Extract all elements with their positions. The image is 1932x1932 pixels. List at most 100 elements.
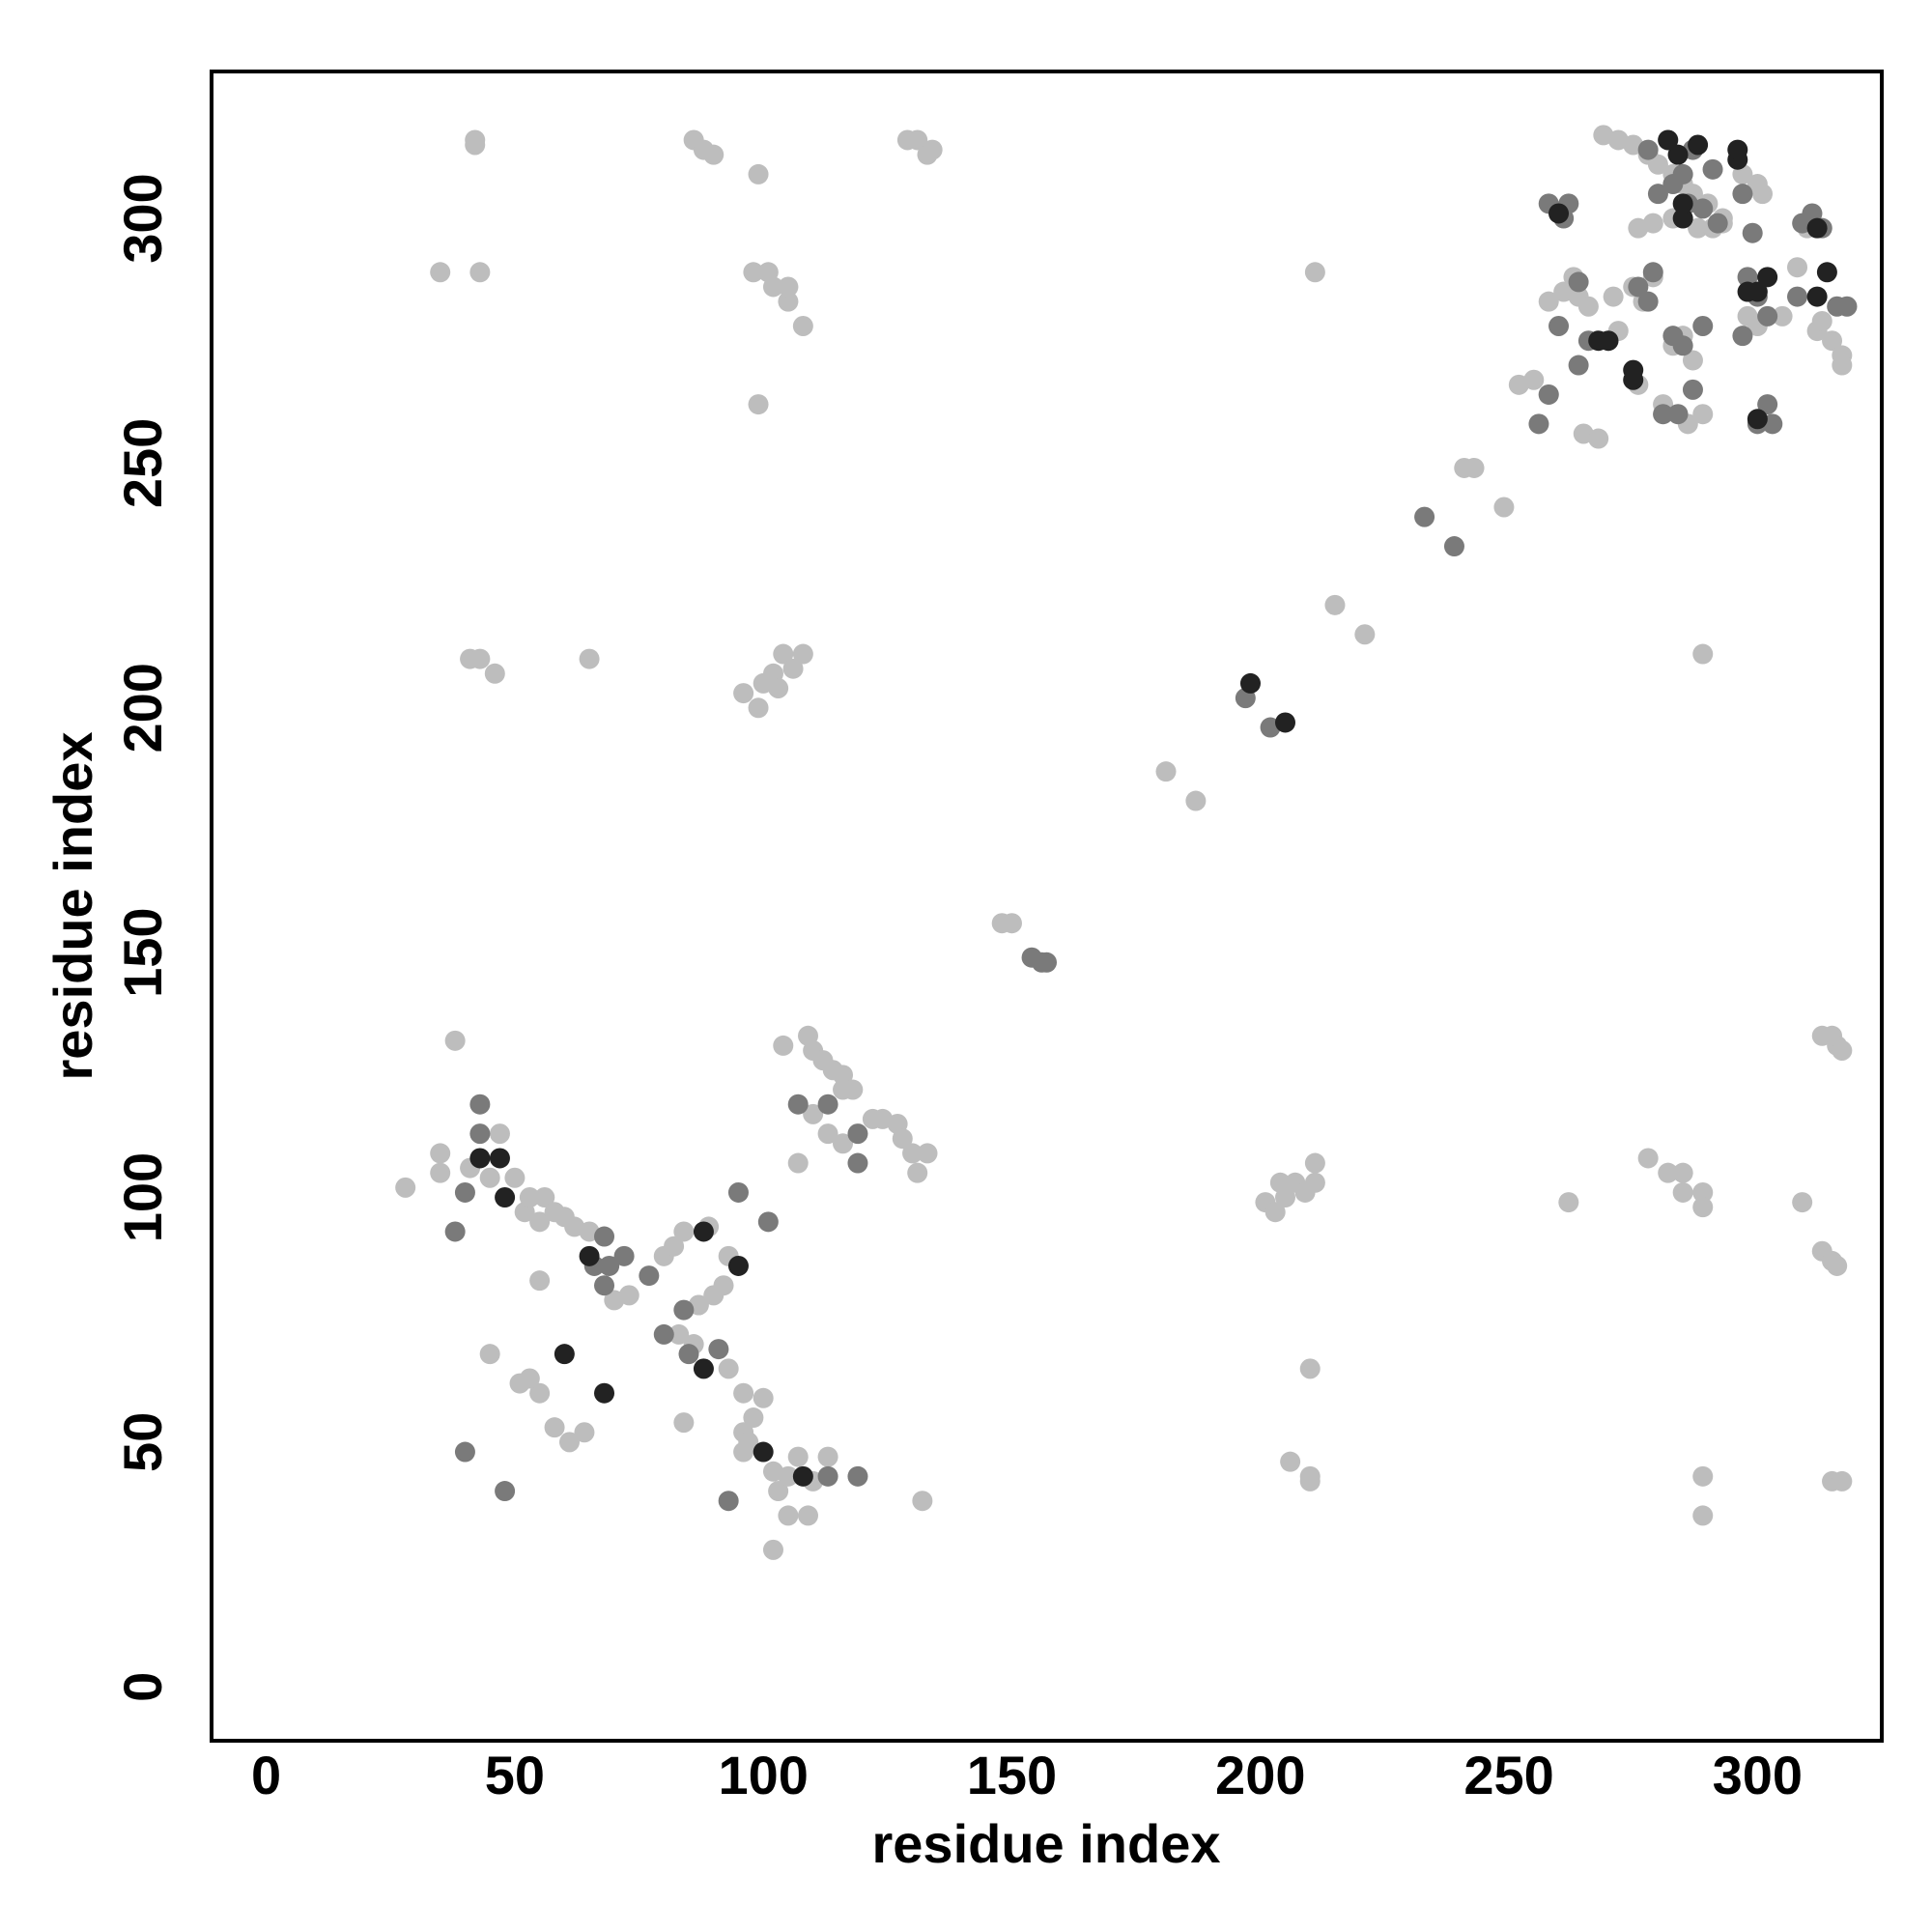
point <box>743 262 764 283</box>
point <box>579 1245 600 1266</box>
point <box>733 1382 754 1404</box>
point <box>1628 276 1649 298</box>
point <box>1757 394 1778 415</box>
point <box>534 1187 555 1208</box>
y-tick-label: 300 <box>112 173 173 263</box>
point <box>1836 296 1858 317</box>
point <box>544 1417 565 1438</box>
y-tick-label: 100 <box>112 1152 173 1242</box>
point <box>664 1236 685 1257</box>
point <box>753 1441 774 1463</box>
point <box>1185 790 1207 811</box>
x-tick-label: 200 <box>1215 1745 1305 1805</box>
point <box>708 1339 729 1360</box>
point <box>454 1441 475 1463</box>
point <box>559 1432 580 1453</box>
point <box>1653 404 1674 425</box>
point <box>902 1143 923 1164</box>
point <box>922 139 943 160</box>
point <box>1672 208 1693 229</box>
point <box>395 1177 416 1198</box>
point <box>1787 286 1808 307</box>
point <box>1264 1202 1286 1223</box>
point <box>1692 1197 1714 1218</box>
point <box>1832 1039 1853 1061</box>
point <box>847 1152 868 1174</box>
point <box>1275 712 1295 733</box>
point <box>1747 281 1768 302</box>
point <box>1688 134 1709 156</box>
point <box>847 1465 868 1487</box>
point <box>1588 428 1609 449</box>
point <box>1280 1451 1301 1472</box>
x-tick-label: 150 <box>967 1745 1057 1805</box>
point <box>469 262 491 283</box>
point <box>430 1162 451 1183</box>
point <box>748 163 769 185</box>
point <box>1667 144 1689 165</box>
point <box>1672 335 1693 356</box>
point <box>787 1094 809 1115</box>
point <box>1692 643 1714 665</box>
point <box>1682 350 1703 371</box>
point <box>1637 1148 1659 1169</box>
point <box>773 643 794 665</box>
point <box>892 1128 913 1150</box>
point <box>1637 139 1659 160</box>
point <box>787 1152 809 1174</box>
point <box>757 1211 779 1233</box>
point <box>1692 404 1714 425</box>
point <box>1732 326 1753 347</box>
point <box>1672 193 1693 214</box>
point <box>504 1167 526 1188</box>
point <box>1603 286 1624 307</box>
point <box>594 1226 615 1247</box>
point <box>1538 384 1559 405</box>
point <box>917 1143 938 1164</box>
point <box>1692 1181 1714 1203</box>
point <box>1269 1172 1291 1193</box>
point <box>1692 198 1714 219</box>
point <box>1642 262 1663 283</box>
point <box>1702 158 1723 180</box>
point <box>1727 139 1748 160</box>
y-axis-title: residue index <box>43 731 103 1080</box>
point <box>907 129 928 151</box>
point <box>594 1275 615 1296</box>
point <box>1528 413 1549 435</box>
point <box>1493 497 1515 518</box>
point <box>1299 1470 1321 1492</box>
point <box>1672 1181 1693 1203</box>
point <box>1757 305 1778 327</box>
point <box>489 1123 510 1145</box>
point <box>778 291 799 312</box>
y-tick-label: 50 <box>112 1412 173 1472</box>
point <box>907 1162 928 1183</box>
point <box>833 1133 854 1154</box>
point <box>479 1167 500 1188</box>
point <box>817 1446 838 1467</box>
point <box>727 1255 749 1276</box>
point <box>833 1079 854 1100</box>
point <box>733 1441 754 1463</box>
point <box>1692 316 1714 337</box>
point <box>1155 761 1177 782</box>
point <box>862 1108 883 1129</box>
point <box>673 1412 695 1434</box>
point <box>1832 1470 1853 1492</box>
point <box>673 1299 695 1321</box>
point <box>817 1123 838 1145</box>
point <box>1688 217 1709 239</box>
point <box>1324 594 1346 615</box>
point <box>529 1382 551 1404</box>
point <box>1304 1152 1325 1174</box>
point <box>594 1382 615 1404</box>
point <box>529 1270 551 1292</box>
point <box>693 1358 714 1379</box>
point <box>1747 409 1768 430</box>
point <box>743 1407 764 1429</box>
point <box>1827 1255 1848 1276</box>
point <box>1752 184 1773 205</box>
point <box>778 1465 799 1487</box>
point <box>1568 271 1589 293</box>
